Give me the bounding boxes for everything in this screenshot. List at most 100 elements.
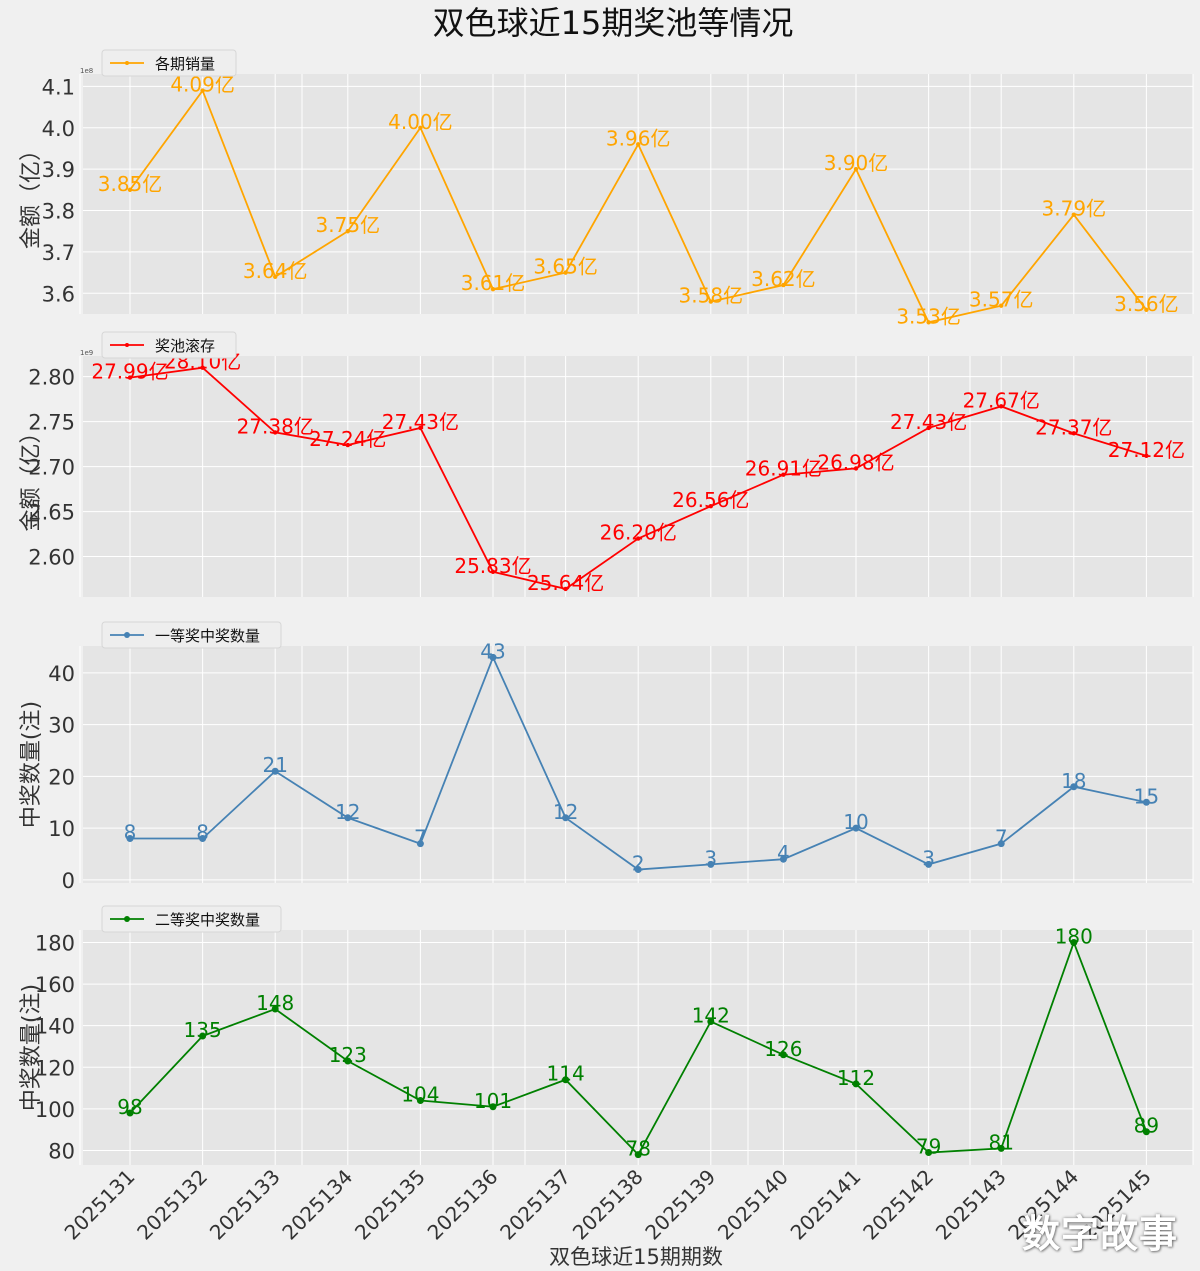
data-point <box>416 840 424 848</box>
x-tick-label: 2025139 <box>640 1165 720 1245</box>
data-point <box>562 1076 570 1084</box>
data-label: 78 <box>625 1137 650 1161</box>
data-label: 27.38亿 <box>237 414 314 438</box>
data-label: 89 <box>1134 1114 1159 1138</box>
data-point <box>127 187 133 193</box>
x-tick-label: 2025134 <box>277 1165 357 1245</box>
data-label: 3 <box>704 846 717 870</box>
data-point <box>490 286 496 292</box>
data-point <box>418 425 423 431</box>
x-tick-label: 2025141 <box>786 1165 866 1245</box>
data-label: 3.56亿 <box>1114 292 1179 316</box>
y-tick-label: 3.7 <box>42 241 75 265</box>
x-tick-label: 2025137 <box>495 1165 575 1245</box>
subplot-2: 2.602.652.702.752.80金额（亿）1e927.99亿28.10亿… <box>19 331 1194 597</box>
y-axis-label: 金额（亿） <box>19 139 44 249</box>
y-axis-label: 金额（亿） <box>19 421 44 531</box>
data-label: 3.53亿 <box>896 304 961 328</box>
data-point <box>1144 307 1149 313</box>
subplot-4: 80 100 120 140 160 180 中奖数量(注) 98 135 148 123 104 10… <box>19 905 1194 1165</box>
data-label: 7 <box>995 826 1008 850</box>
data-point <box>271 1005 279 1013</box>
data-point <box>636 536 641 541</box>
legend: 奖池滚存 <box>101 331 237 359</box>
data-point <box>707 1018 715 1026</box>
data-label: 26.91亿 <box>745 457 822 481</box>
data-point <box>273 274 278 279</box>
data-label: 21 <box>262 753 287 777</box>
data-label: 180 <box>1055 924 1093 948</box>
y-offset-text: 1e9 <box>80 349 93 357</box>
y-tick-label: 3.9 <box>42 158 75 182</box>
data-point <box>416 1097 424 1105</box>
data-point <box>489 653 497 661</box>
legend-marker <box>125 61 129 65</box>
legend-box <box>101 621 282 649</box>
y-tick-label: 2.80 <box>28 366 75 390</box>
data-point <box>852 1080 860 1088</box>
data-point <box>490 569 496 575</box>
data-label: 3.90亿 <box>824 151 889 175</box>
legend-label: 一等奖中奖数量 <box>155 627 260 645</box>
y-tick-label: 2.65 <box>28 501 75 525</box>
data-label: 3.75亿 <box>316 213 381 237</box>
data-label: 4.00亿 <box>388 110 453 134</box>
data-point <box>926 425 931 431</box>
data-label: 15 <box>1134 784 1159 808</box>
data-label: 10 <box>843 810 868 834</box>
data-label: 8 <box>124 820 137 844</box>
data-label: 3.79亿 <box>1042 197 1107 221</box>
data-point <box>345 229 350 234</box>
data-point <box>781 282 786 288</box>
data-label: 101 <box>474 1089 512 1113</box>
data-point <box>708 299 713 304</box>
data-label: 25.64亿 <box>527 571 604 595</box>
y-tick-label: 100 <box>35 1098 75 1122</box>
data-point <box>779 855 787 863</box>
data-label: 27.43亿 <box>890 410 967 434</box>
data-point <box>1144 453 1149 459</box>
data-label: 3.61亿 <box>461 271 526 295</box>
y-tick-label: 4.1 <box>42 75 75 99</box>
data-point <box>200 88 205 93</box>
y-tick-label: 40 <box>48 662 75 686</box>
data-point <box>126 1109 134 1117</box>
data-point <box>562 814 570 822</box>
data-label: 12 <box>335 800 360 824</box>
data-label: 2 <box>632 852 645 876</box>
data-label: 25.83亿 <box>454 554 531 578</box>
data-label: 114 <box>547 1062 585 1086</box>
y-tick-label: 2.70 <box>28 456 75 480</box>
data-label: 27.67亿 <box>963 388 1040 412</box>
data-point <box>999 303 1004 308</box>
data-label: 27.12亿 <box>1108 438 1185 462</box>
data-point <box>1071 431 1077 436</box>
data-label: 18 <box>1061 769 1086 793</box>
y-tick-label: 80 <box>48 1139 75 1163</box>
data-label: 148 <box>256 991 294 1015</box>
data-label: 104 <box>401 1083 439 1107</box>
data-point <box>345 442 350 448</box>
data-point <box>1142 1128 1150 1136</box>
data-label: 81 <box>988 1130 1013 1154</box>
data-point <box>708 503 713 509</box>
data-point <box>344 1057 352 1065</box>
data-point <box>1070 938 1078 946</box>
data-label: 3.62亿 <box>751 267 816 291</box>
data-point <box>634 1151 642 1159</box>
data-point <box>781 472 786 477</box>
y-tick-label: 4.0 <box>42 117 75 141</box>
data-label: 3.65亿 <box>533 255 598 279</box>
subplot-1: 3.6 3.7 3.8 3.9 4.0 4.1 金额（亿） 1e8 3.85亿 4.09亿 3.64… <box>19 49 1194 328</box>
data-point <box>853 166 859 172</box>
y-tick-label: 2.60 <box>28 546 75 570</box>
data-label: 27.99亿 <box>91 360 168 384</box>
data-label: 4 <box>777 841 790 865</box>
data-label: 112 <box>837 1066 875 1090</box>
data-label: 98 <box>117 1095 142 1119</box>
data-label: 3.58亿 <box>679 284 744 308</box>
data-point <box>1070 783 1078 791</box>
data-label: 27.37亿 <box>1035 415 1112 439</box>
y-tick-label: 140 <box>35 1015 75 1039</box>
